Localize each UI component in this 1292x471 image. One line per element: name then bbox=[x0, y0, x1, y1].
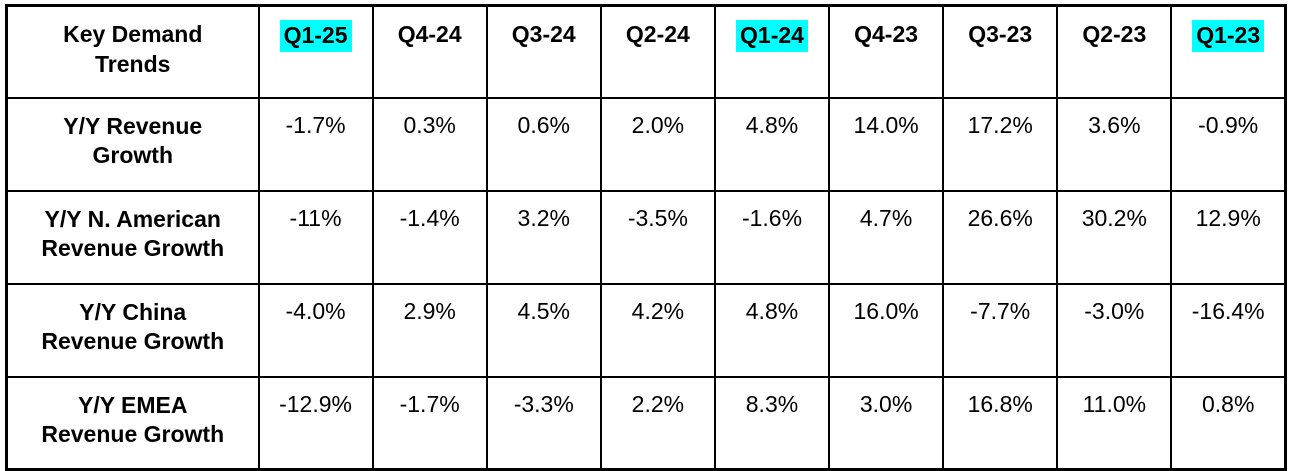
column-header-q3-23: Q3-23 bbox=[942, 4, 1059, 99]
table-cell: -1.7% bbox=[371, 375, 488, 471]
table-cell: -11% bbox=[257, 189, 374, 285]
row-label-text: Y/Y Revenue Growth bbox=[63, 112, 203, 169]
table-cell: 17.2% bbox=[942, 96, 1059, 192]
table-cell: -1.4% bbox=[371, 189, 488, 285]
table-cell: 2.2% bbox=[599, 375, 716, 471]
table-cell: -3.0% bbox=[1056, 282, 1173, 378]
column-header-q2-23: Q2-23 bbox=[1056, 4, 1173, 99]
table-cell: 4.7% bbox=[828, 189, 945, 285]
column-header-q4-24: Q4-24 bbox=[371, 4, 488, 99]
highlighted-quarter-label: Q1-23 bbox=[1192, 20, 1265, 52]
header-row: Key Demand Trends Q1-25 Q4-24 Q3-24 Q2-2… bbox=[5, 4, 1287, 99]
table-cell: 30.2% bbox=[1056, 189, 1173, 285]
table-row-yy-emea-revenue-growth: Y/Y EMEA Revenue Growth -12.9% -1.7% -3.… bbox=[5, 375, 1287, 471]
table-cell: 16.0% bbox=[828, 282, 945, 378]
table-cell: -3.5% bbox=[599, 189, 716, 285]
table-title-cell: Key Demand Trends bbox=[5, 4, 260, 99]
row-label-text: Y/Y EMEA Revenue Growth bbox=[41, 391, 225, 448]
quarter-label: Q4-23 bbox=[854, 21, 919, 47]
table-cell: -1.7% bbox=[257, 96, 374, 192]
column-header-q1-25: Q1-25 bbox=[257, 4, 374, 99]
quarter-label: Q4-24 bbox=[397, 21, 462, 47]
table-cell: -7.7% bbox=[942, 282, 1059, 378]
table-title: Key Demand Trends bbox=[63, 21, 203, 77]
table-cell: 2.9% bbox=[371, 282, 488, 378]
row-label-text: Y/Y China Revenue Growth bbox=[41, 298, 225, 355]
table-cell: 3.0% bbox=[828, 375, 945, 471]
table-cell: 2.0% bbox=[599, 96, 716, 192]
row-label-text: Y/Y N. American Revenue Growth bbox=[41, 205, 225, 262]
quarter-label: Q2-24 bbox=[625, 21, 690, 47]
key-demand-trends-table: Key Demand Trends Q1-25 Q4-24 Q3-24 Q2-2… bbox=[5, 4, 1287, 471]
table-cell: 0.8% bbox=[1170, 375, 1287, 471]
column-header-q3-24: Q3-24 bbox=[485, 4, 602, 99]
table-cell: 14.0% bbox=[828, 96, 945, 192]
table-cell: 16.8% bbox=[942, 375, 1059, 471]
table-row-yy-china-revenue-growth: Y/Y China Revenue Growth -4.0% 2.9% 4.5%… bbox=[5, 282, 1287, 378]
table-cell: 0.3% bbox=[371, 96, 488, 192]
row-label-yy-revenue-growth: Y/Y Revenue Growth bbox=[5, 96, 260, 192]
table-cell: 8.3% bbox=[713, 375, 831, 471]
row-label-yy-n-american-revenue-growth: Y/Y N. American Revenue Growth bbox=[5, 189, 260, 285]
column-header-q4-23: Q4-23 bbox=[828, 4, 945, 99]
table-cell: -3.3% bbox=[485, 375, 602, 471]
column-header-q2-24: Q2-24 bbox=[599, 4, 716, 99]
table-cell: 4.8% bbox=[713, 96, 831, 192]
table-cell: 4.8% bbox=[713, 282, 831, 378]
table-row-yy-revenue-growth: Y/Y Revenue Growth -1.7% 0.3% 0.6% 2.0% … bbox=[5, 96, 1287, 192]
table-row-yy-n-american-revenue-growth: Y/Y N. American Revenue Growth -11% -1.4… bbox=[5, 189, 1287, 285]
highlighted-quarter-label: Q1-25 bbox=[279, 20, 352, 52]
table-cell: 0.6% bbox=[485, 96, 602, 192]
quarter-label: Q2-23 bbox=[1082, 21, 1147, 47]
table-cell: 3.6% bbox=[1056, 96, 1173, 192]
table-cell: -12.9% bbox=[257, 375, 374, 471]
quarter-label: Q3-23 bbox=[968, 21, 1033, 47]
column-header-q1-23: Q1-23 bbox=[1170, 4, 1287, 99]
quarter-label: Q3-24 bbox=[511, 21, 576, 47]
table-cell: -0.9% bbox=[1170, 96, 1287, 192]
table-cell: 3.2% bbox=[485, 189, 602, 285]
table-cell: -4.0% bbox=[257, 282, 374, 378]
table-cell: 26.6% bbox=[942, 189, 1059, 285]
table-cell: -16.4% bbox=[1170, 282, 1287, 378]
table-cell: 4.5% bbox=[485, 282, 602, 378]
table-cell: -1.6% bbox=[713, 189, 831, 285]
table-cell: 12.9% bbox=[1170, 189, 1287, 285]
table-cell: 11.0% bbox=[1056, 375, 1173, 471]
row-label-yy-emea-revenue-growth: Y/Y EMEA Revenue Growth bbox=[5, 375, 260, 471]
column-header-q1-24: Q1-24 bbox=[713, 4, 831, 99]
highlighted-quarter-label: Q1-24 bbox=[736, 20, 808, 52]
table-cell: 4.2% bbox=[599, 282, 716, 378]
row-label-yy-china-revenue-growth: Y/Y China Revenue Growth bbox=[5, 282, 260, 378]
